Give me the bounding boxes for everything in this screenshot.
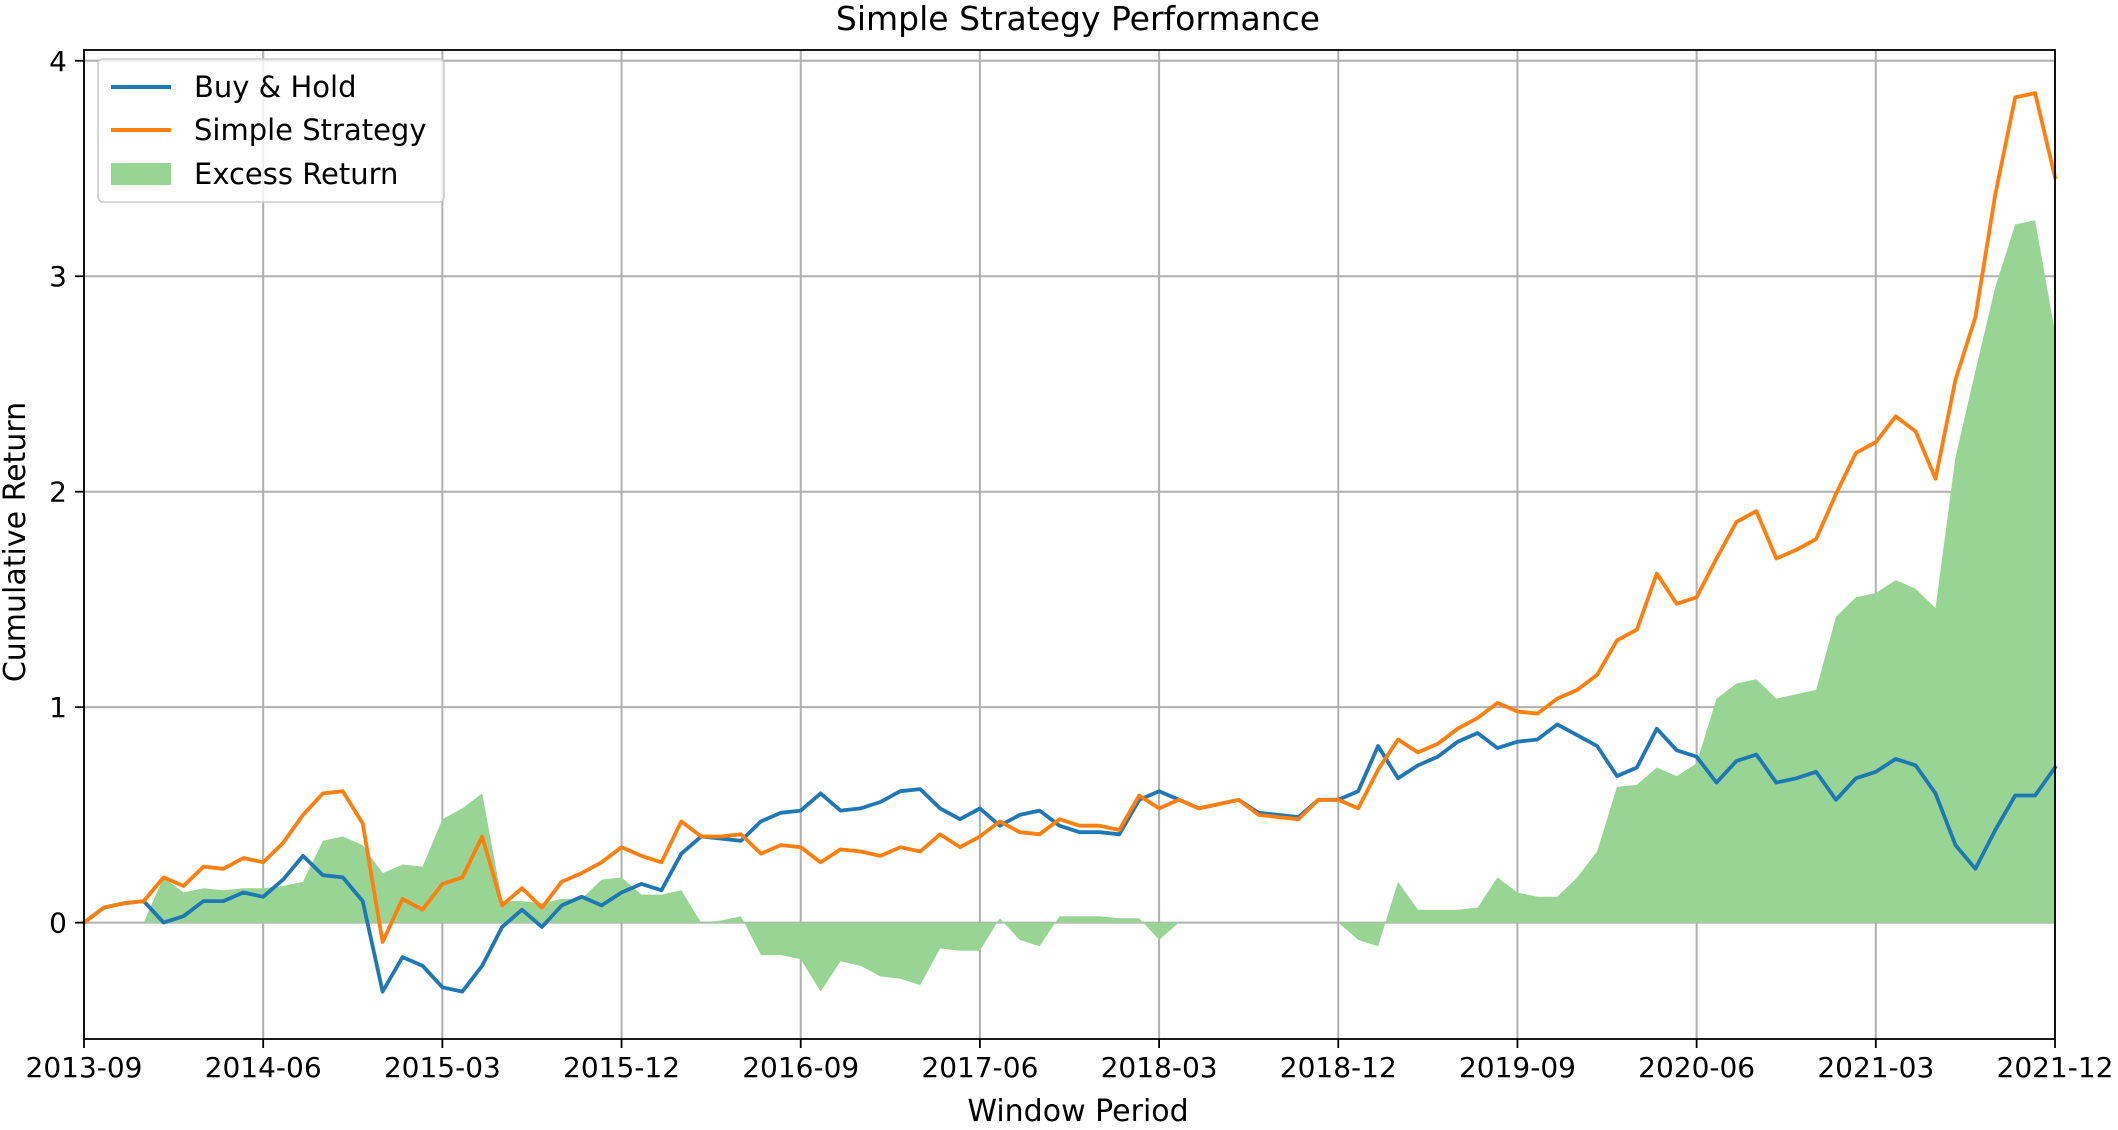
x-tick-label: 2015-12 [563, 1051, 680, 1084]
legend-label-buy-hold: Buy & Hold [194, 70, 357, 104]
y-tick-label: 2 [49, 476, 67, 509]
x-tick-label: 2013-09 [26, 1051, 143, 1084]
excess-return-area-layer [84, 220, 2055, 992]
ticks-layer: 2013-09 2014-06 2015-03 2015-12 2016-09 2017-… [26, 45, 2114, 1084]
x-tick-label: 2021-12 [1997, 1051, 2114, 1084]
x-tick-label: 2017-06 [921, 1051, 1038, 1084]
y-tick-label: 4 [49, 45, 67, 78]
x-tick-label: 2021-03 [1817, 1051, 1934, 1084]
y-tick-label: 3 [49, 260, 67, 293]
x-tick-label: 2016-09 [742, 1051, 859, 1084]
x-tick-label: 2018-03 [1101, 1051, 1218, 1084]
plot-frame [83, 49, 2056, 1040]
legend-swatch-excess-return [111, 163, 171, 185]
x-tick-label: 2019-09 [1459, 1051, 1576, 1084]
series-lines-layer [81, 91, 2058, 994]
legend-label-simple-strategy: Simple Strategy [194, 113, 427, 147]
x-axis-title: Window Period [967, 1094, 1188, 1126]
x-tick-label: 2018-12 [1280, 1051, 1397, 1084]
y-tick-label: 1 [49, 691, 67, 724]
legend: Buy & Hold Simple Strategy Excess Return [97, 58, 445, 203]
simple-strategy-line [81, 91, 2058, 944]
chart-title: Simple Strategy Performance [836, 0, 1320, 38]
legend-label-excess-return: Excess Return [194, 157, 398, 191]
x-tick-label: 2015-03 [384, 1051, 501, 1084]
y-tick-label: 0 [49, 907, 67, 940]
y-axis-title: Cumulative Return [0, 402, 33, 682]
x-tick-label: 2020-06 [1638, 1051, 1755, 1084]
x-tick-label: 2014-06 [205, 1051, 322, 1084]
buy-hold-line [81, 722, 2058, 994]
legend-frame [97, 58, 445, 203]
excess-return-area [84, 220, 2055, 992]
